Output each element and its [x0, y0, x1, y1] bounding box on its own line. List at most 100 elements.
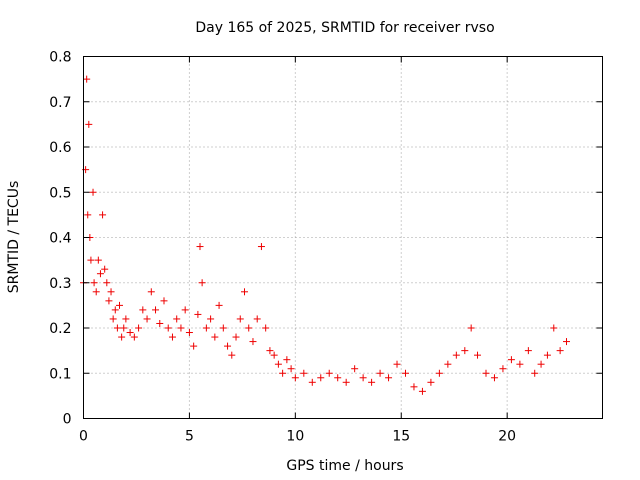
data-point	[177, 324, 185, 332]
data-point	[101, 265, 109, 273]
data-point	[283, 356, 291, 364]
data-point	[196, 243, 204, 251]
data-points	[80, 75, 570, 395]
data-point	[300, 369, 308, 377]
data-point	[198, 279, 206, 287]
data-point	[257, 243, 265, 251]
data-point	[194, 310, 202, 318]
data-point	[90, 279, 98, 287]
data-point	[245, 324, 253, 332]
data-point	[308, 378, 316, 386]
data-point	[139, 306, 147, 314]
grid-lines	[83, 56, 603, 419]
data-point	[516, 360, 524, 368]
data-point	[317, 374, 325, 382]
data-point	[111, 306, 119, 314]
data-point	[461, 347, 469, 355]
data-point	[105, 297, 113, 305]
y-tick-label: 0	[63, 412, 72, 428]
y-tick-label: 0.2	[49, 321, 71, 337]
data-point	[359, 374, 367, 382]
data-point	[531, 369, 539, 377]
data-point	[152, 306, 160, 314]
data-point	[287, 365, 295, 373]
data-point	[435, 369, 443, 377]
data-point	[109, 315, 117, 323]
data-point	[474, 351, 482, 359]
data-point	[342, 378, 350, 386]
data-point	[262, 324, 270, 332]
data-point	[537, 360, 545, 368]
data-point	[84, 211, 92, 219]
data-point	[253, 315, 261, 323]
data-point	[482, 369, 490, 377]
data-point	[334, 374, 342, 382]
data-point	[401, 369, 409, 377]
data-point	[232, 333, 240, 341]
data-point	[116, 301, 124, 309]
data-point	[467, 324, 475, 332]
x-tick-label: 5	[185, 429, 194, 445]
data-point	[143, 315, 151, 323]
data-point	[185, 329, 193, 337]
data-point	[274, 360, 282, 368]
data-point	[211, 333, 219, 341]
data-point	[543, 351, 551, 359]
data-point	[181, 306, 189, 314]
y-tick-label: 0.3	[49, 276, 71, 292]
data-point	[228, 351, 236, 359]
data-point	[126, 329, 134, 337]
x-tick-label: 15	[392, 429, 410, 445]
y-axis-label: SRMTID / TECUs	[6, 181, 22, 294]
data-point	[202, 324, 210, 332]
y-tick-label: 0.1	[49, 366, 71, 382]
data-point	[113, 324, 121, 332]
data-point	[83, 75, 91, 83]
data-point	[118, 333, 126, 341]
data-point	[120, 324, 128, 332]
data-point	[160, 297, 168, 305]
data-point	[130, 333, 138, 341]
data-point	[427, 378, 435, 386]
y-tick-label: 0.7	[49, 95, 71, 111]
data-point	[550, 324, 558, 332]
data-point	[99, 211, 107, 219]
data-point	[168, 333, 176, 341]
data-point	[385, 374, 393, 382]
data-point	[103, 279, 111, 287]
data-point	[215, 301, 223, 309]
axis-ticks	[83, 56, 603, 419]
x-axis-label: GPS time / hours	[286, 458, 403, 474]
data-point	[96, 270, 104, 278]
data-point	[224, 342, 232, 350]
data-point	[147, 288, 155, 296]
x-tick-label: 20	[498, 429, 516, 445]
data-point	[452, 351, 460, 359]
data-point	[190, 342, 198, 350]
data-point	[249, 338, 257, 346]
y-tick-label: 0.6	[49, 140, 71, 156]
data-point	[368, 378, 376, 386]
data-point	[89, 188, 97, 196]
data-point	[266, 347, 274, 355]
plot-frame	[83, 56, 603, 419]
data-point	[376, 369, 384, 377]
x-tick-label: 0	[79, 429, 88, 445]
data-point	[507, 356, 515, 364]
data-point	[236, 315, 244, 323]
data-point	[92, 288, 100, 296]
data-point	[219, 324, 227, 332]
data-point	[107, 288, 115, 296]
data-point	[418, 387, 426, 395]
data-point	[85, 120, 93, 128]
data-point	[164, 324, 172, 332]
y-tick-label: 0.4	[49, 231, 71, 247]
y-tick-label: 0.8	[49, 50, 71, 66]
data-point	[351, 365, 359, 373]
data-point	[135, 324, 143, 332]
data-point	[240, 288, 248, 296]
chart-title: Day 165 of 2025, SRMTID for receiver rvs…	[195, 20, 494, 36]
data-point	[270, 351, 278, 359]
data-point	[207, 315, 215, 323]
